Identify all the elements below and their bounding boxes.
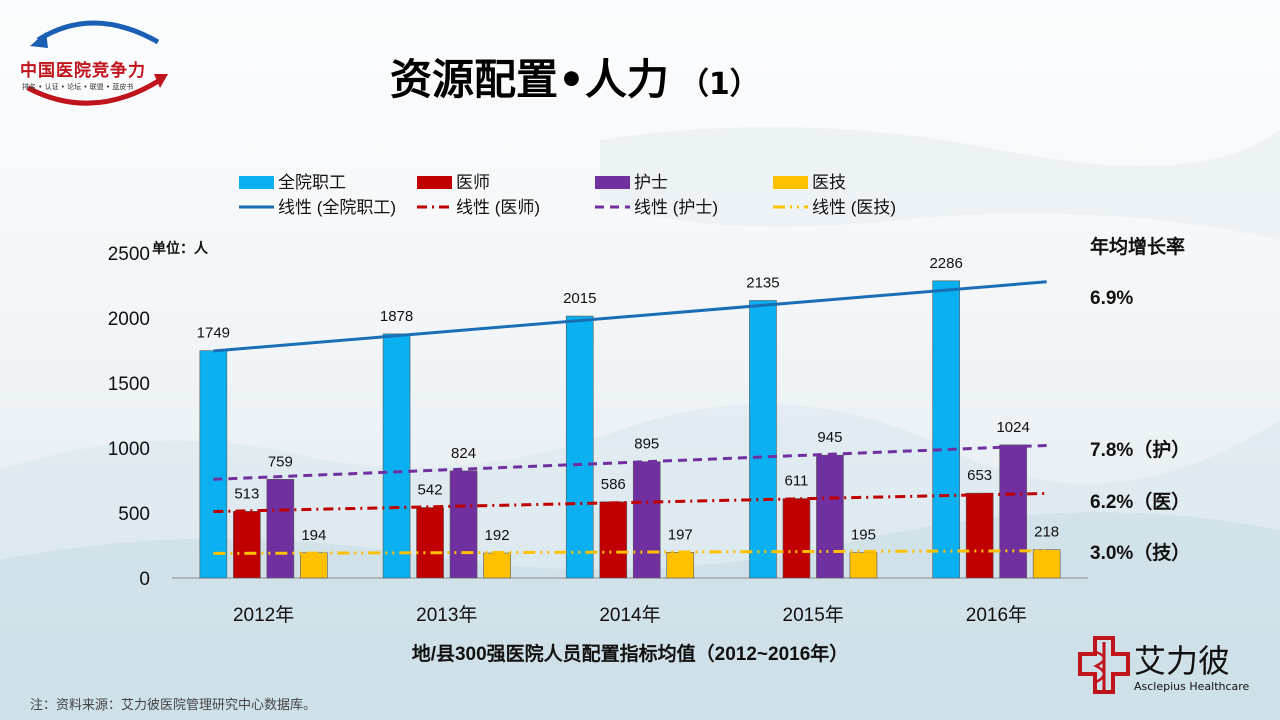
growth-rate-0: 6.9% (1090, 288, 1133, 309)
data-label-2-3: 945 (817, 429, 842, 446)
bar-3-3 (849, 552, 878, 579)
legend-label-3: 医技 (812, 173, 846, 192)
logo-hospital-competitiveness: 中国医院竞争力 排名 • 认证 • 论坛 • 联盟 • 蓝皮书 (8, 10, 178, 110)
y-tick-label-1: 500 (118, 504, 150, 525)
legend-swatch-3 (773, 176, 808, 189)
bar-1-3 (782, 498, 811, 579)
legend-trend-label-3: 线性 (医技) (812, 198, 896, 217)
trend-line-2 (213, 443, 1047, 481)
chart-title: 地/县300强医院人员配置指标均值（2012~2016年） (412, 642, 849, 665)
data-label-2-0: 759 (268, 453, 293, 470)
y-tick-label-4: 2000 (108, 309, 150, 330)
bar-3-2 (666, 552, 695, 579)
data-label-3-1: 192 (485, 527, 510, 544)
data-label-3-0: 194 (301, 527, 326, 544)
legend-swatch-2 (595, 176, 630, 189)
bar-2-2 (632, 461, 661, 579)
growth-rate-2: 6.2%（医） (1090, 490, 1190, 513)
bar-3-4 (1032, 549, 1061, 579)
bar-1-2 (599, 501, 628, 579)
data-label-3-4: 218 (1034, 524, 1059, 541)
data-label-1-3: 611 (784, 473, 808, 490)
y-tick-label-5: 2500 (108, 244, 150, 265)
bar-1-4 (965, 492, 994, 579)
data-label-2-4: 1024 (996, 419, 1029, 436)
data-label-3-3: 195 (851, 527, 876, 544)
x-tick-label-1: 2013年 (416, 604, 477, 626)
legend-trend-label-2: 线性 (护士) (634, 198, 718, 217)
data-label-1-2: 586 (601, 476, 626, 493)
data-label-3-2: 197 (668, 526, 693, 543)
x-tick-label-4: 2016年 (966, 604, 1027, 626)
x-tick-label-3: 2015年 (783, 604, 844, 626)
growth-header: 年均增长率 (1090, 235, 1185, 258)
logo-right-name: 艾力彼 (1134, 642, 1231, 680)
legend-label-0: 全院职工 (278, 173, 346, 192)
bar-2-1 (449, 470, 478, 579)
bar-0-4 (932, 280, 960, 579)
y-tick-label-0: 0 (139, 569, 150, 590)
y-tick-label-2: 1000 (108, 439, 150, 460)
logo-swoosh-icon (26, 20, 168, 106)
logo-brand-text: 中国医院竞争力 (20, 61, 146, 81)
page-title: 资源配置•人力 （1） (390, 46, 760, 107)
trend-line-1 (213, 491, 1047, 514)
growth-rate-3: 3.0%（技） (1090, 541, 1190, 564)
bar-2-4 (999, 444, 1027, 579)
trend-line-3 (213, 549, 1047, 555)
data-label-0-0: 1749 (197, 325, 230, 342)
logo-asclepius: 艾力彼 Asclepius Healthcare (1076, 634, 1266, 696)
legend-label-1: 医师 (456, 173, 490, 192)
bar-1-1 (416, 507, 444, 579)
legend-trend-label-1: 线性 (医师) (456, 198, 540, 217)
data-label-0-2: 2015 (563, 290, 596, 307)
data-label-0-4: 2286 (929, 255, 962, 272)
caduceus-cross-icon (1078, 636, 1130, 694)
bar-3-1 (483, 552, 511, 579)
data-label-1-1: 542 (418, 482, 443, 499)
data-label-0-3: 2135 (746, 274, 779, 291)
bar-0-2 (565, 315, 594, 579)
unit-label: 单位：人 (152, 240, 209, 256)
data-label-1-0: 513 (234, 485, 259, 502)
legend-swatch-1 (417, 176, 452, 189)
legend-trend-label-0: 线性 (全院职工) (278, 198, 396, 217)
source-note: 注：资料来源：艾力彼医院管理研究中心数据库。 (30, 698, 317, 713)
data-label-1-4: 653 (967, 467, 992, 484)
bar-3-0 (300, 552, 328, 579)
logo-right-english: Asclepius Healthcare (1134, 680, 1250, 693)
data-label-2-2: 895 (634, 436, 659, 453)
page-title-suffix: （1） (678, 67, 760, 102)
bar-2-3 (816, 454, 844, 579)
bar-0-0 (199, 350, 228, 579)
logo-tagline: 排名 • 认证 • 论坛 • 联盟 • 蓝皮书 (22, 83, 134, 91)
bar-1-0 (233, 511, 261, 579)
y-tick-label-3: 1500 (108, 374, 150, 395)
legend-label-2: 护士 (634, 173, 668, 192)
bar-2-0 (266, 479, 295, 579)
trend-line-0 (213, 280, 1047, 353)
x-tick-label-2: 2014年 (599, 604, 660, 626)
growth-rate-1: 7.8%（护） (1090, 438, 1190, 461)
x-tick-label-0: 2012年 (233, 604, 294, 626)
data-label-0-1: 1878 (380, 308, 413, 325)
legend-swatch-0 (239, 176, 274, 189)
bar-0-3 (749, 300, 777, 579)
page-title-main: 资源配置•人力 (390, 55, 669, 104)
data-label-2-1: 824 (451, 445, 476, 462)
bar-0-1 (382, 333, 411, 579)
